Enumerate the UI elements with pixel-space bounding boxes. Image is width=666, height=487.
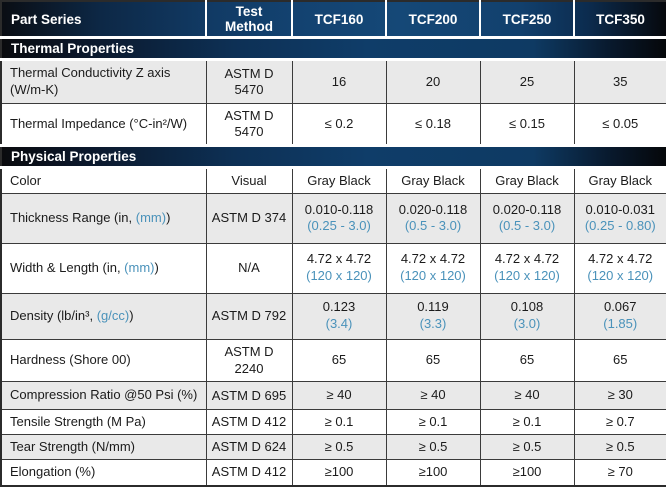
table-row-width-length: Width & Length (in, (mm)) N/A 4.72 x 4.7… — [0, 242, 666, 294]
value-cell-tcf350: 0.010-0.031 (0.25 - 0.80) — [573, 192, 666, 244]
value-cell-tcf250: 65 — [479, 338, 575, 383]
table-row-compression-ratio: Compression Ratio @50 Psi (%) ASTM D 695… — [0, 381, 666, 410]
value-cell-tcf250: Gray Black — [479, 167, 575, 194]
value-cell-tcf200: ≥100 — [385, 458, 481, 487]
section-title: Physical Properties — [1, 144, 666, 170]
property-label: Color — [0, 167, 207, 194]
test-method-cell: ASTM D 374 — [205, 192, 293, 244]
table-header-row: Part Series Test Method TCF160 TCF200 TC… — [1, 1, 666, 39]
table-row-color: Color Visual Gray Black Gray Black Gray … — [0, 167, 666, 194]
property-label: Elongation (%) — [0, 458, 207, 487]
table-row-thermal-impedance: Thermal Impedance (°C-in²/W) ASTM D 5470… — [0, 103, 666, 147]
table-row-thickness-range: Thickness Range (in, (mm)) ASTM D 374 0.… — [0, 192, 666, 244]
value-cell-tcf200: 0.119 (3.3) — [385, 292, 481, 340]
value-cell-tcf250: 0.020-0.118 (0.5 - 3.0) — [479, 192, 575, 244]
test-method-cell: ASTM D 2240 — [205, 338, 293, 383]
value-cell-tcf200: 4.72 x 4.72 (120 x 120) — [385, 242, 481, 294]
value-cell-tcf160: ≥ 0.5 — [291, 434, 387, 460]
test-method-cell: N/A — [205, 242, 293, 294]
property-label: Tensile Strength (M Pa) — [0, 408, 207, 436]
property-label: Hardness (Shore 00) — [0, 338, 207, 383]
value-cell-tcf350: ≥ 0.5 — [573, 434, 666, 460]
value-cell-tcf250: ≥ 0.5 — [479, 434, 575, 460]
col-header-test-method: Test Method — [205, 1, 293, 39]
value-cell-tcf200: ≤ 0.18 — [385, 103, 481, 147]
test-method-cell: ASTM D 792 — [205, 292, 293, 340]
test-method-cell: ASTM D 624 — [205, 434, 293, 460]
test-method-cell: ASTM D 412 — [205, 458, 293, 487]
table-row-density: Density (lb/in³, (g/cc)) ASTM D 792 0.12… — [0, 292, 666, 340]
test-method-cell: ASTM D 5470 — [205, 59, 293, 105]
value-cell-tcf250: ≤ 0.15 — [479, 103, 575, 147]
value-cell-tcf250: ≥ 0.1 — [479, 408, 575, 436]
property-label: Thermal Impedance (°C-in²/W) — [0, 103, 207, 147]
section-title: Thermal Properties — [1, 35, 666, 62]
value-cell-tcf350: 35 — [573, 59, 666, 105]
property-label: Thickness Range (in, (mm)) — [0, 192, 207, 244]
test-method-cell: ASTM D 412 — [205, 408, 293, 436]
value-cell-tcf250: 4.72 x 4.72 (120 x 120) — [479, 242, 575, 294]
property-label: Compression Ratio @50 Psi (%) — [0, 381, 207, 410]
value-cell-tcf200: 0.020-0.118 (0.5 - 3.0) — [385, 192, 481, 244]
value-cell-tcf350: ≥ 0.7 — [573, 408, 666, 436]
test-method-cell: ASTM D 695 — [205, 381, 293, 410]
value-cell-tcf350: 4.72 x 4.72 (120 x 120) — [573, 242, 666, 294]
table-row-thermal-conductivity: Thermal Conductivity Z axis (W/m-K) ASTM… — [0, 59, 666, 105]
value-cell-tcf200: ≥ 0.5 — [385, 434, 481, 460]
value-cell-tcf160: 16 — [291, 59, 387, 105]
property-label: Thermal Conductivity Z axis (W/m-K) — [0, 59, 207, 105]
value-cell-tcf250: ≥ 40 — [479, 381, 575, 410]
property-label: Tear Strength (N/mm) — [0, 434, 207, 460]
value-cell-tcf350: 65 — [573, 338, 666, 383]
value-cell-tcf350: ≥ 30 — [573, 381, 666, 410]
value-cell-tcf160: 0.010-0.118 (0.25 - 3.0) — [291, 192, 387, 244]
value-cell-tcf200: 20 — [385, 59, 481, 105]
value-cell-tcf250: ≥100 — [479, 458, 575, 487]
value-cell-tcf160: ≥ 0.1 — [291, 408, 387, 436]
section-header-thermal: Thermal Properties — [1, 35, 666, 62]
value-cell-tcf160: 65 — [291, 338, 387, 383]
value-cell-tcf160: ≤ 0.2 — [291, 103, 387, 147]
property-label: Width & Length (in, (mm)) — [0, 242, 207, 294]
property-label: Density (lb/in³, (g/cc)) — [0, 292, 207, 340]
value-cell-tcf200: ≥ 40 — [385, 381, 481, 410]
value-cell-tcf160: 4.72 x 4.72 (120 x 120) — [291, 242, 387, 294]
col-header-tcf350: TCF350 — [573, 1, 666, 39]
section-header-physical: Physical Properties — [1, 144, 666, 170]
value-cell-tcf350: ≤ 0.05 — [573, 103, 666, 147]
col-header-tcf200: TCF200 — [385, 1, 481, 39]
value-cell-tcf250: 0.108 (3.0) — [479, 292, 575, 340]
value-cell-tcf160: ≥ 40 — [291, 381, 387, 410]
value-cell-tcf250: 25 — [479, 59, 575, 105]
value-cell-tcf160: Gray Black — [291, 167, 387, 194]
test-method-cell: ASTM D 5470 — [205, 103, 293, 147]
value-cell-tcf160: 0.123 (3.4) — [291, 292, 387, 340]
test-method-cell: Visual — [205, 167, 293, 194]
table-row-hardness: Hardness (Shore 00) ASTM D 2240 65 65 65… — [0, 338, 666, 383]
value-cell-tcf350: 0.067 (1.85) — [573, 292, 666, 340]
col-header-tcf160: TCF160 — [291, 1, 387, 39]
value-cell-tcf350: ≥ 70 — [573, 458, 666, 487]
value-cell-tcf200: Gray Black — [385, 167, 481, 194]
table-row-elongation: Elongation (%) ASTM D 412 ≥100 ≥100 ≥100… — [0, 458, 666, 487]
value-cell-tcf350: Gray Black — [573, 167, 666, 194]
value-cell-tcf200: ≥ 0.1 — [385, 408, 481, 436]
table-row-tear-strength: Tear Strength (N/mm) ASTM D 624 ≥ 0.5 ≥ … — [0, 434, 666, 460]
value-cell-tcf160: ≥100 — [291, 458, 387, 487]
col-header-tcf250: TCF250 — [479, 1, 575, 39]
value-cell-tcf200: 65 — [385, 338, 481, 383]
table-row-tensile-strength: Tensile Strength (M Pa) ASTM D 412 ≥ 0.1… — [0, 408, 666, 436]
col-header-part-series: Part Series — [1, 1, 207, 39]
